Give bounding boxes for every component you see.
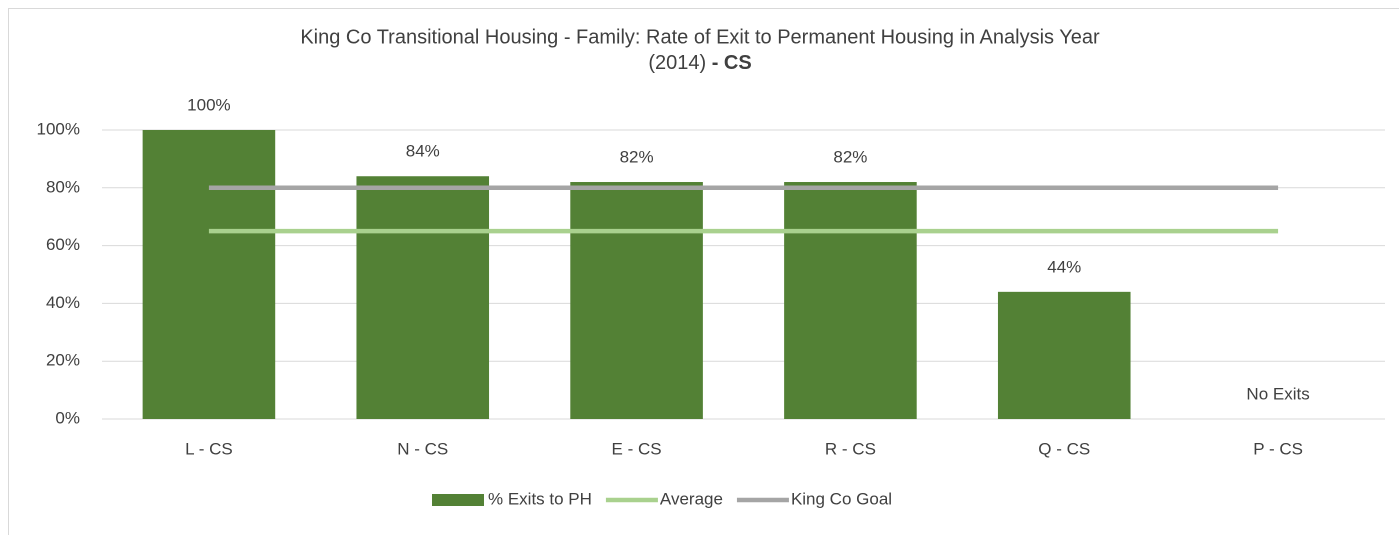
- legend-label: Average: [660, 489, 723, 508]
- data-label: 44%: [1047, 257, 1081, 276]
- bar: [997, 291, 1131, 419]
- y-tick-label: 100%: [37, 119, 80, 138]
- x-tick-label: L - CS: [185, 439, 233, 458]
- chart-title-emphasis: - CS: [712, 52, 752, 74]
- bar: [784, 182, 917, 419]
- x-tick-label: Q - CS: [1038, 439, 1090, 458]
- x-tick-label: P - CS: [1253, 439, 1303, 458]
- legend-label: % Exits to PH: [488, 489, 592, 508]
- x-tick-label: R - CS: [825, 439, 876, 458]
- bar: [142, 130, 276, 419]
- chart-title: (2014): [648, 52, 706, 74]
- data-label: 82%: [620, 148, 654, 167]
- data-label: 84%: [406, 142, 440, 161]
- y-tick-label: 20%: [46, 351, 80, 370]
- y-tick-label: 0%: [55, 408, 80, 427]
- data-label: No Exits: [1246, 384, 1309, 403]
- chart-title: King Co Transitional Housing - Family: R…: [300, 26, 1100, 48]
- x-tick-label: N - CS: [397, 439, 448, 458]
- legend-label: King Co Goal: [791, 489, 892, 508]
- data-label: 100%: [187, 95, 230, 114]
- chart-title: (2014) - CS: [648, 52, 751, 74]
- bar: [356, 176, 490, 419]
- data-label: 82%: [833, 148, 867, 167]
- y-tick-label: 80%: [46, 177, 80, 196]
- legend-swatch: [432, 494, 484, 506]
- y-tick-label: 60%: [46, 235, 80, 254]
- x-tick-label: E - CS: [612, 439, 662, 458]
- y-tick-label: 40%: [46, 293, 80, 312]
- bar: [570, 182, 703, 419]
